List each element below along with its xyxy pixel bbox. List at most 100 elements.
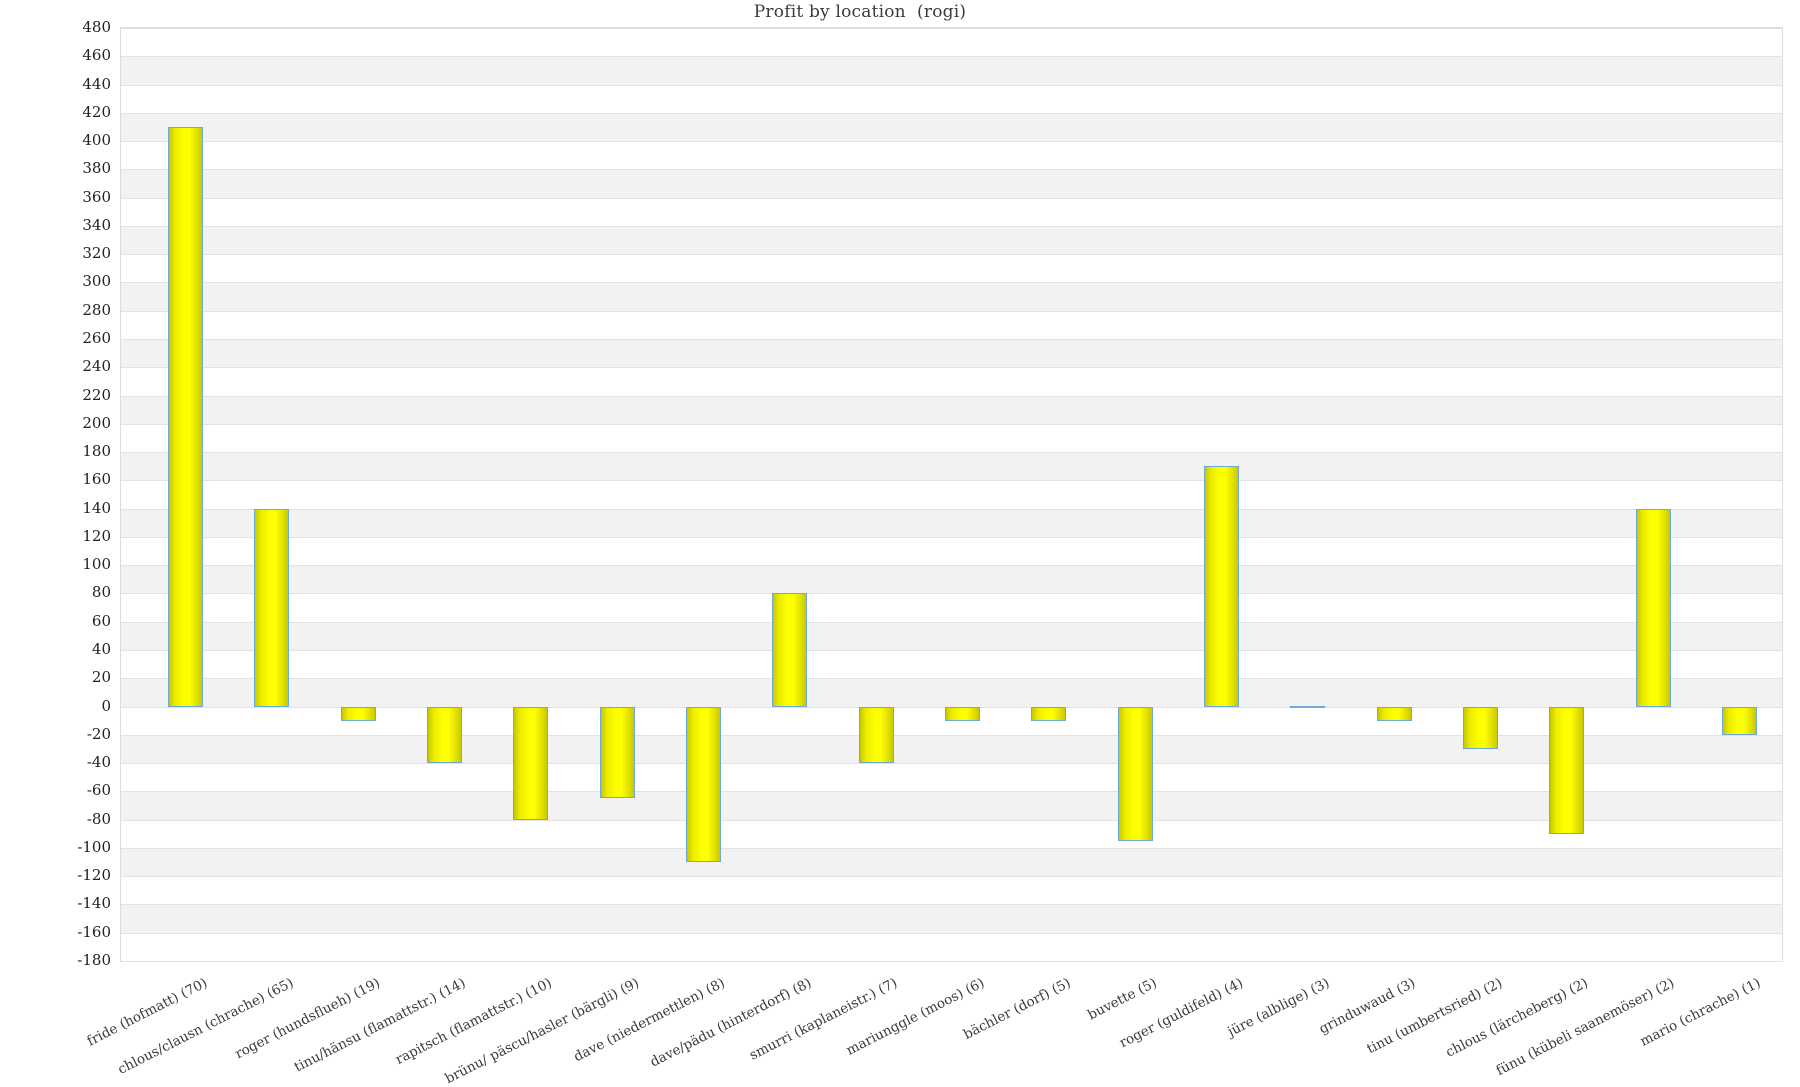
gridline <box>121 339 1782 340</box>
gridline <box>121 28 1782 29</box>
plot-band <box>121 791 1782 820</box>
gridline <box>121 395 1782 397</box>
y-axis-label: -60 <box>86 781 111 800</box>
y-axis-label: -180 <box>77 951 111 969</box>
gridline <box>121 791 1782 793</box>
y-axis-label: 280 <box>82 300 111 319</box>
gridline <box>121 197 1782 199</box>
plot-band <box>121 339 1782 368</box>
plot-band <box>121 85 1782 113</box>
gridline <box>121 565 1782 567</box>
bar <box>858 706 894 764</box>
y-axis-label: 140 <box>82 498 111 517</box>
gridline <box>121 734 1782 736</box>
gridline <box>121 282 1782 284</box>
gridline <box>121 876 1782 878</box>
plot-band <box>121 650 1782 678</box>
y-axis-label: 40 <box>91 640 111 658</box>
plot-band <box>121 311 1782 339</box>
plot-band <box>121 452 1782 481</box>
plot-band <box>121 169 1782 198</box>
chart-title: Profit by location (rogi) <box>753 2 967 22</box>
plot-band <box>121 621 1782 650</box>
gridline <box>121 225 1782 227</box>
y-axis: 480 460 440 420 400 380 360 340 320 300 280 260 240 2… <box>0 20 115 968</box>
plot-band <box>121 282 1782 311</box>
gridline <box>121 961 1782 962</box>
gridline <box>121 932 1782 934</box>
bar <box>426 706 462 764</box>
plot-band <box>121 593 1782 621</box>
bar <box>1635 508 1671 707</box>
gridline <box>121 678 1782 680</box>
plot-band <box>121 225 1782 255</box>
y-axis-label: 0 <box>101 696 111 715</box>
y-axis-label: 180 <box>82 442 111 461</box>
x-axis-label: mariunggle (moos) (6) <box>843 975 987 1059</box>
gridline <box>121 847 1782 849</box>
gridline <box>121 112 1782 114</box>
bar <box>1549 706 1585 834</box>
plot-band <box>121 933 1782 961</box>
y-axis-label: -80 <box>86 809 111 828</box>
plot-band <box>121 198 1782 226</box>
y-axis-label: 440 <box>82 74 111 93</box>
y-axis-label: 260 <box>82 329 111 347</box>
gridline <box>121 763 1782 765</box>
bar <box>167 126 203 707</box>
gridline <box>121 536 1782 538</box>
y-axis-label: 100 <box>82 555 111 574</box>
y-axis-label: 360 <box>82 187 111 206</box>
bar <box>1376 706 1412 721</box>
y-axis-label: 120 <box>82 526 111 545</box>
gridline <box>121 480 1782 482</box>
gridline <box>121 621 1782 623</box>
bar <box>1203 466 1239 707</box>
y-axis-label: -20 <box>86 724 111 743</box>
plot-band <box>121 820 1782 848</box>
y-axis-label: 420 <box>82 102 111 121</box>
gridline <box>121 650 1782 651</box>
bar <box>1721 706 1757 735</box>
y-axis-label: -160 <box>77 922 111 941</box>
plot-band <box>121 56 1782 85</box>
y-axis-label: 60 <box>91 611 111 630</box>
bar <box>944 706 980 721</box>
y-axis-label: 80 <box>91 583 111 602</box>
plot-band <box>121 734 1782 764</box>
y-axis-label: 220 <box>82 385 111 404</box>
bar <box>685 706 721 863</box>
plot-band <box>121 678 1782 707</box>
y-axis-label: 320 <box>82 244 111 263</box>
plot-band <box>121 508 1782 537</box>
x-axis-label: dave (niedermettlen) (8) <box>571 975 728 1066</box>
plot-band <box>121 876 1782 904</box>
gridline <box>121 141 1782 143</box>
plot-band <box>121 395 1782 424</box>
plot-band <box>121 480 1782 508</box>
plot-band <box>121 112 1782 142</box>
y-axis-label: 160 <box>82 470 111 489</box>
gridline <box>121 310 1782 312</box>
plot-band <box>121 565 1782 594</box>
y-axis-label: -120 <box>77 866 111 885</box>
y-axis-label: 20 <box>91 668 111 687</box>
plot-band <box>121 763 1782 791</box>
y-axis-label: 400 <box>82 131 111 150</box>
x-axis: fride (hofmatt) (70) chlous/clausn (chrac… <box>84 965 1781 1087</box>
y-axis-label: 480 <box>82 18 111 36</box>
bar <box>340 706 376 721</box>
plot-band <box>121 847 1782 877</box>
y-axis-label: 340 <box>82 215 111 234</box>
x-axis-label: buvette (5) <box>1085 975 1160 1024</box>
y-axis-label: -100 <box>77 837 111 856</box>
gridline <box>121 904 1782 906</box>
plot-band <box>121 141 1782 169</box>
bar <box>513 706 549 820</box>
bar <box>772 593 808 707</box>
plot-band <box>121 254 1782 282</box>
bar <box>1290 705 1326 708</box>
x-axis-label: roger (hundsflueh) (19) <box>232 975 383 1063</box>
gridline <box>121 452 1782 454</box>
